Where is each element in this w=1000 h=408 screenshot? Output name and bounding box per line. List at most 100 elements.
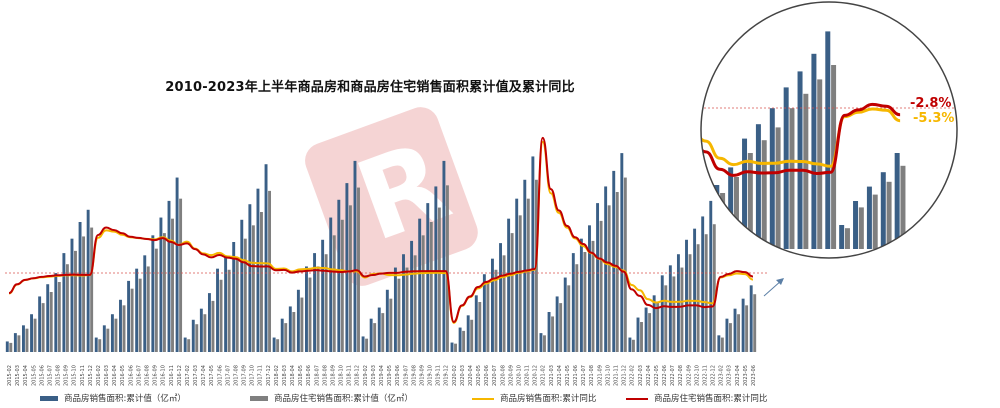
x-tick-label: 2019-08: [411, 365, 417, 386]
bar-residential-area: [486, 283, 490, 352]
bar-residential-area: [462, 330, 466, 352]
bar-residential-area: [688, 254, 692, 352]
bar-sales-area: [256, 188, 260, 352]
x-tick-label: 2017-11: [258, 365, 264, 386]
x-tick-label: 2017-02: [185, 365, 191, 386]
zoom-bar-residential-area: [761, 140, 767, 249]
bar-sales-area: [280, 318, 284, 352]
bar-sales-area: [167, 200, 171, 352]
bar-residential-area: [260, 212, 263, 352]
bar-sales-area: [321, 239, 325, 352]
x-tick-label: 2018-10: [339, 365, 345, 386]
bar-sales-area: [377, 307, 381, 352]
bar-residential-area: [648, 313, 652, 352]
x-tick-label: 2019-05: [387, 365, 393, 386]
x-tick-label: 2015-09: [64, 365, 70, 386]
bar-residential-area: [429, 222, 433, 352]
x-tick-label: 2022-03: [638, 365, 644, 386]
x-tick-label: 2015-10: [72, 365, 78, 386]
bar-sales-area: [232, 242, 236, 352]
bar-sales-area: [288, 306, 292, 352]
bar-sales-area: [596, 203, 600, 352]
x-tick-label: 2016-04: [112, 365, 118, 386]
bar-residential-area: [284, 323, 288, 352]
bar-residential-area: [510, 233, 514, 352]
bar-residential-area: [567, 285, 571, 352]
zoom-bar-residential-area: [858, 207, 864, 249]
bar-residential-area: [470, 319, 474, 352]
bar-sales-area: [353, 160, 357, 352]
x-tick-label: 2022-08: [678, 365, 684, 386]
x-tick-label: 2020-09: [508, 365, 514, 386]
bar-sales-area: [676, 254, 680, 352]
bar-sales-area: [563, 277, 567, 352]
bar-sales-area: [135, 268, 139, 352]
x-tick-label: 2019-12: [444, 365, 450, 386]
bar-residential-area: [243, 238, 247, 352]
x-tick-label: 2021-02: [541, 365, 547, 386]
bar-sales-area: [402, 254, 405, 352]
x-tick-label: 2021-05: [565, 365, 571, 386]
bar-residential-area: [162, 233, 166, 352]
x-tick-label: 2017-06: [217, 365, 223, 386]
x-tick-label: 2015-04: [23, 365, 29, 386]
bar-residential-area: [737, 314, 740, 352]
bar-sales-area: [143, 255, 147, 352]
bar-residential-area: [187, 339, 191, 352]
bar-sales-area: [313, 253, 317, 352]
bar-residential-area: [494, 269, 498, 352]
chart-title: 2010-2023年上半年商品房和商品房住宅销售面积累计值及累计同比: [165, 80, 575, 95]
bar-sales-area: [5, 341, 9, 352]
line-residential-yoy: [8, 136, 754, 324]
bar-residential-area: [551, 316, 555, 352]
bar-sales-area: [725, 318, 729, 352]
x-tick-label: 2020-06: [484, 365, 490, 386]
x-tick-label: 2023-03: [727, 365, 733, 386]
x-tick-label: 2020-10: [517, 365, 523, 386]
x-tick-label: 2019-11: [436, 365, 442, 386]
bar-sales-area: [693, 228, 697, 352]
x-tick-label: 2020-11: [525, 365, 531, 386]
zoom-bar-sales-area: [811, 53, 817, 249]
bar-residential-area: [171, 218, 174, 352]
bar-residential-area: [74, 250, 77, 352]
bar-residential-area: [179, 198, 183, 352]
bar-residential-area: [405, 267, 409, 352]
bar-residential-area: [753, 294, 757, 352]
zoom-tick-label: 2022-08: [756, 258, 767, 300]
bar-sales-area: [652, 295, 656, 352]
x-tick-label: 2021-03: [549, 365, 555, 386]
bar-sales-area: [426, 203, 430, 352]
x-tick-label: 2022-06: [662, 365, 668, 386]
bar-residential-area: [211, 300, 215, 352]
bar-residential-area: [745, 305, 749, 352]
bar-sales-area: [636, 317, 640, 352]
bar-sales-area: [248, 204, 252, 352]
x-tick-label: 2016-09: [153, 365, 159, 386]
bar-sales-area: [224, 256, 228, 352]
x-tick-label: 2017-09: [242, 365, 248, 386]
x-tick-label: 2018-12: [355, 365, 361, 386]
bar-sales-area: [54, 273, 58, 352]
bar-residential-area: [543, 335, 546, 352]
bar-sales-area: [490, 258, 494, 352]
bar-sales-area: [62, 253, 66, 352]
bar-sales-area: [110, 314, 114, 352]
legend-label: 商品房住宅销售面积:累计同比: [654, 394, 768, 404]
bar-sales-area: [733, 308, 737, 352]
zoom-bar-residential-area: [886, 181, 892, 249]
bar-sales-area: [102, 325, 106, 352]
x-tick-label: 2022-05: [654, 365, 660, 386]
bar-sales-area: [296, 289, 300, 352]
bar-residential-area: [640, 322, 643, 352]
bar-residential-area: [518, 215, 522, 352]
x-tick-label: 2016-05: [120, 365, 126, 386]
zoom-tick-label: 2023-04: [885, 258, 896, 300]
bar-sales-area: [701, 216, 705, 352]
x-tick-label: 2017-03: [193, 365, 199, 386]
x-tick-label: 2020-05: [476, 365, 482, 386]
x-tick-label: 2015-07: [48, 365, 54, 386]
bar-residential-area: [308, 277, 312, 352]
bar-sales-area: [523, 179, 527, 352]
